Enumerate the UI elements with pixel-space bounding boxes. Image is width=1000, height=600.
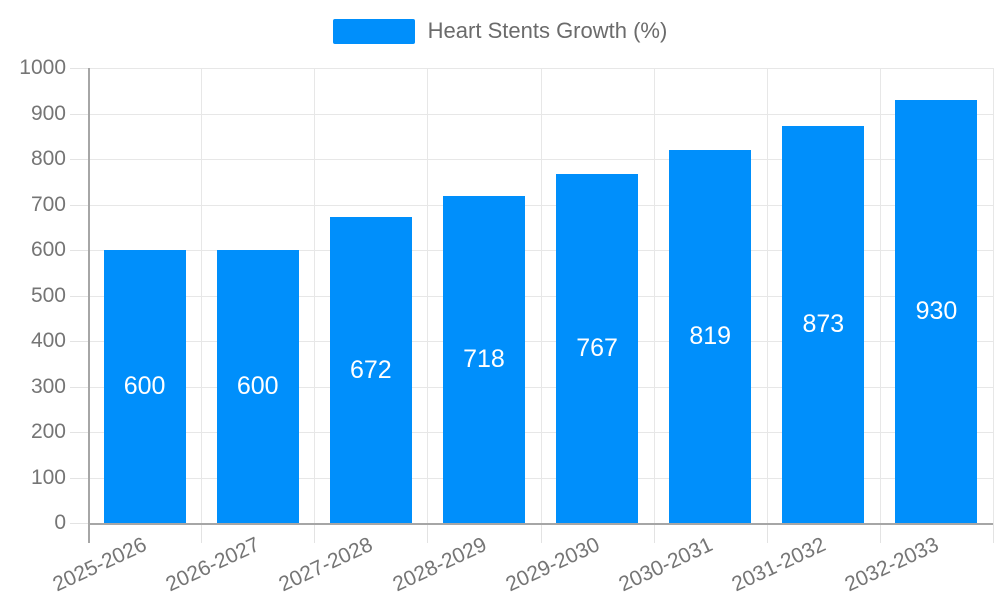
y-axis-tick	[70, 523, 88, 524]
bar-value-label: 600	[236, 372, 279, 400]
x-axis-tick	[879, 523, 881, 543]
bar-value-label: 819	[689, 322, 732, 351]
bar-2031-2032[interactable]: 873	[782, 125, 865, 523]
x-axis-tick-label: 2030-2031	[615, 533, 716, 597]
y-axis-tick	[70, 113, 88, 115]
x-axis-tick	[653, 523, 655, 543]
bar-2030-2031[interactable]: 819	[669, 150, 752, 523]
bar-2027-2028[interactable]: 672	[329, 217, 412, 523]
y-axis-tick-label: 1000	[19, 56, 66, 79]
legend-swatch-icon	[332, 18, 415, 44]
x-axis-tick-label: 2032-2033	[841, 533, 943, 597]
y-axis-tick	[70, 204, 88, 206]
bar-value-label: 930	[915, 296, 958, 325]
x-axis-line	[88, 523, 993, 525]
y-axis-tick	[70, 68, 88, 69]
bar-2029-2030[interactable]: 767	[556, 174, 639, 523]
x-axis-tick	[201, 523, 203, 543]
y-axis-labels: 0 100 200 300 400 500 600 700 800 900 1000	[0, 56, 66, 534]
x-axis-tick-label: 2029-2030	[502, 533, 603, 597]
x-axis-tick	[314, 523, 316, 543]
gridline-vertical	[427, 68, 429, 523]
y-axis-tick-label: 200	[30, 420, 66, 443]
x-axis-tick	[993, 523, 994, 543]
x-axis-tick-label: 2026-2027	[162, 533, 264, 597]
x-axis-tick-label: 2025-2026	[49, 533, 151, 597]
bar-2025-2026[interactable]: 600	[103, 250, 186, 523]
bar-2032-2033[interactable]: 930	[895, 99, 978, 523]
gridline-vertical	[201, 68, 203, 523]
bar-value-label: 873	[802, 309, 845, 338]
x-axis-tick-label: 2027-2028	[275, 533, 377, 597]
plot-area: 600 600 672 718 767 819 873 930	[70, 68, 994, 543]
y-axis-tick	[70, 295, 88, 297]
gridline-vertical	[314, 68, 316, 523]
y-axis-tick-label: 700	[30, 192, 66, 216]
y-axis-tick-label: 0	[54, 511, 66, 534]
gridline-vertical	[993, 68, 994, 523]
gridline-vertical	[653, 68, 655, 523]
y-axis-tick	[70, 386, 88, 388]
y-axis-tick-label: 800	[30, 147, 66, 170]
y-axis-tick-label: 500	[30, 283, 66, 307]
y-axis-tick-label: 300	[30, 374, 66, 398]
legend-label: Heart Stents Growth (%)	[427, 18, 668, 43]
y-axis-tick-label: 400	[30, 329, 66, 352]
gridline-vertical	[879, 68, 881, 523]
x-axis-tick	[540, 523, 542, 543]
x-axis-tick	[766, 523, 768, 543]
y-axis-tick	[70, 250, 88, 251]
bar-2026-2027[interactable]: 600	[216, 250, 299, 523]
bar-value-label: 767	[576, 334, 618, 362]
x-axis-tick-label: 2031-2032	[728, 533, 830, 597]
x-axis-tick	[427, 523, 429, 543]
legend-item[interactable]: Heart Stents Growth (%)	[0, 18, 1000, 44]
y-axis-tick-label: 100	[30, 465, 66, 489]
gridline-vertical	[766, 68, 768, 523]
y-axis-tick-label: 600	[30, 238, 66, 261]
y-axis-tick-label: 900	[30, 101, 66, 125]
x-axis-tick-label: 2028-2029	[388, 533, 490, 597]
bar-value-label: 672	[349, 355, 392, 384]
y-axis-tick	[70, 341, 88, 342]
gridline-vertical	[540, 68, 542, 523]
bar-2028-2029[interactable]: 718	[442, 196, 525, 523]
y-axis-tick	[70, 432, 88, 433]
bar-value-label: 718	[463, 345, 505, 374]
y-axis-line	[88, 68, 90, 543]
y-axis-tick	[70, 477, 88, 479]
y-axis-tick	[70, 159, 88, 160]
bar-value-label: 600	[123, 372, 166, 400]
